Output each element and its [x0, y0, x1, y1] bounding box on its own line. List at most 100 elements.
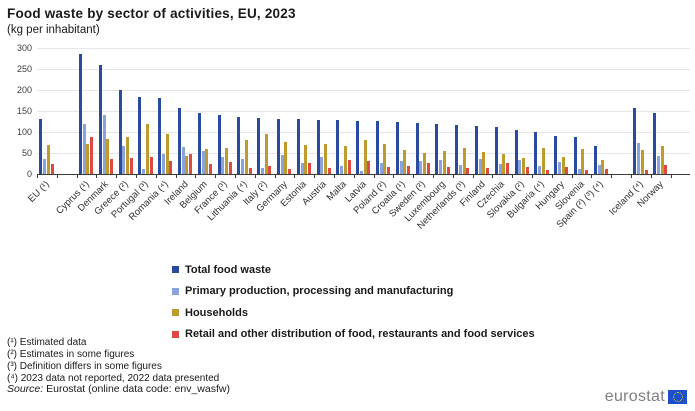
y-tick-label: 100 [16, 127, 32, 137]
bar [260, 167, 264, 174]
x-tick-mark [116, 175, 118, 178]
gridline-250 [37, 69, 690, 70]
bar [593, 145, 597, 174]
bar [435, 124, 439, 174]
x-tick-mark [631, 175, 632, 178]
bar [280, 155, 284, 174]
bar [327, 168, 331, 174]
footnote-4: (⁴) 2023 data not reported, 2022 data pr… [7, 373, 220, 384]
bar [633, 107, 637, 174]
bar [109, 159, 113, 174]
bar [538, 165, 542, 174]
bar [534, 132, 538, 174]
y-tick-label: 150 [16, 106, 32, 116]
bar [478, 159, 482, 174]
x-tick-mark [571, 175, 573, 178]
bar [541, 148, 545, 174]
bar [142, 168, 146, 174]
bar [363, 140, 367, 174]
bar [359, 171, 363, 174]
bar [419, 160, 423, 174]
legend-swatch-primary [172, 287, 179, 295]
x-tick-mark [56, 175, 58, 178]
legend: Total food waste Primary production, pro… [172, 259, 535, 345]
bar [653, 112, 657, 174]
x-tick-mark [650, 175, 652, 178]
x-tick-mark [334, 175, 335, 178]
bar [178, 108, 181, 174]
x-tick-mark [136, 175, 137, 178]
bar [217, 114, 221, 174]
bar [446, 166, 450, 174]
bar [367, 160, 371, 174]
bar [244, 140, 248, 174]
bar [664, 165, 668, 174]
source-line: Source: Eurostat (online data code: env_… [7, 383, 230, 395]
bar [336, 119, 340, 174]
x-tick-mark [492, 175, 494, 178]
bar [277, 118, 280, 174]
bar [561, 157, 565, 174]
bar [585, 169, 589, 174]
legend-item-households: Households [172, 302, 535, 324]
source-text: Eurostat (online data code: env_wasfw) [43, 383, 230, 395]
bar [79, 53, 82, 174]
x-tick-mark [591, 175, 593, 178]
bar [426, 162, 430, 174]
x-tick-mark [433, 175, 434, 178]
gridline-150 [37, 111, 690, 112]
bar [98, 64, 102, 174]
legend-swatch-households [172, 309, 179, 317]
eurostat-logo: eurostat [605, 388, 687, 406]
bar [138, 97, 142, 174]
bar [601, 159, 605, 174]
bar [221, 157, 225, 174]
y-tick-label: 200 [16, 85, 32, 95]
bar [225, 147, 228, 174]
bar [300, 162, 304, 174]
bar [577, 168, 581, 174]
y-tick-label: 0 [26, 169, 32, 179]
bar [597, 164, 601, 174]
bar [399, 160, 403, 174]
bar [185, 156, 189, 174]
bar [122, 146, 126, 174]
x-tick-mark [373, 175, 375, 178]
bar [90, 137, 94, 174]
bar [248, 168, 252, 174]
bar [228, 161, 232, 174]
bar [525, 166, 529, 174]
legend-item-total: Total food waste [172, 259, 535, 281]
bar [462, 147, 466, 174]
bar [458, 165, 462, 174]
bar [126, 137, 129, 174]
bar [486, 167, 490, 174]
bar [387, 166, 391, 174]
bar [494, 127, 498, 174]
x-tick-mark [611, 175, 613, 178]
bar [505, 163, 509, 174]
bar [181, 147, 185, 174]
x-tick-mark [294, 175, 296, 178]
x-tick-mark [551, 175, 553, 178]
bar [574, 137, 577, 174]
bar [161, 154, 165, 174]
x-tick-mark [175, 175, 177, 178]
bar [545, 169, 549, 174]
x-tick-mark [512, 175, 514, 178]
bar [86, 143, 90, 174]
bar [324, 143, 327, 174]
bar [284, 142, 288, 174]
bar [442, 150, 446, 174]
eu-flag-icon [668, 390, 687, 404]
bar [340, 166, 344, 174]
bar [640, 149, 644, 174]
x-tick-mark [413, 175, 415, 178]
bar [296, 119, 300, 174]
bar [455, 125, 459, 174]
legend-item-retail: Retail and other distribution of food, r… [172, 324, 535, 346]
bar [257, 118, 261, 174]
x-tick-mark [235, 175, 236, 178]
bar [264, 133, 268, 174]
